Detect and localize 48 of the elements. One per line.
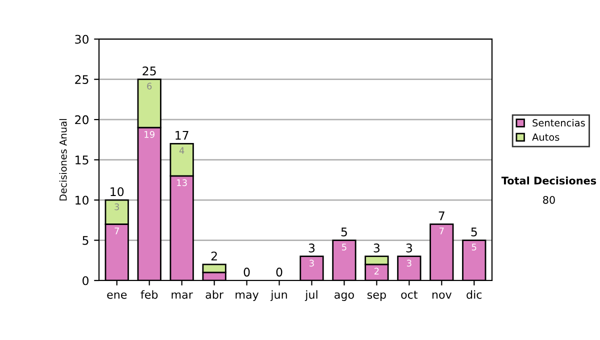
x-tick-label: abr <box>206 290 224 299</box>
data-label: 5 <box>342 244 346 250</box>
data-label: 3 <box>114 203 120 210</box>
y-tick-label: 15 <box>76 156 88 164</box>
data-label: 6 <box>147 82 152 90</box>
x-tick-label: oct <box>401 290 418 299</box>
x-tick-label: nov <box>432 292 452 299</box>
total-label: 10 <box>110 187 124 196</box>
data-label: 2 <box>374 268 379 274</box>
text: 80 <box>543 196 555 204</box>
data-label: 5 <box>472 244 476 250</box>
total-label: 0 <box>244 268 250 277</box>
legend-label: Sentencias <box>532 118 585 127</box>
data-label: 3 <box>406 260 412 267</box>
total-label: 3 <box>406 244 412 252</box>
total-label: 3 <box>308 244 315 252</box>
x-tick-label: ene <box>107 292 127 299</box>
total-label: 5 <box>341 228 347 236</box>
x-tick-label: dic <box>466 290 482 299</box>
x-tick-label: may <box>236 292 259 301</box>
x-tick-label: feb <box>140 290 158 299</box>
x-tick-label: sep <box>367 292 386 301</box>
total-label: 3 <box>374 244 380 252</box>
data-label: 13 <box>177 179 187 186</box>
text: Total Decisiones <box>501 176 596 185</box>
total-label: 2 <box>211 252 217 260</box>
y-tick-label: 10 <box>76 196 88 205</box>
y-tick-label: 5 <box>82 236 88 245</box>
legend-label: Autos <box>532 134 560 141</box>
total-label: 25 <box>142 66 156 76</box>
data-label: 4 <box>179 147 184 154</box>
y-tick-label: 30 <box>75 34 88 44</box>
y-axis-title: Decisiones Anual <box>59 119 67 200</box>
data-label: 7 <box>114 228 119 234</box>
data-label: 7 <box>440 228 444 234</box>
data-label: 3 <box>310 260 314 267</box>
y-tick-label: 25 <box>75 75 88 84</box>
y-tick-label: 20 <box>75 115 88 124</box>
x-tick-label: jun <box>270 290 287 301</box>
total-label: 7 <box>438 212 444 220</box>
total-label: 0 <box>276 268 282 277</box>
data-label: 19 <box>144 130 154 138</box>
total-label: 17 <box>176 131 188 140</box>
total-label: 5 <box>471 228 477 236</box>
x-tick-label: ago <box>334 292 354 301</box>
y-tick-label: 0 <box>82 276 88 286</box>
x-tick-label: jul <box>304 290 318 301</box>
x-tick-label: mar <box>172 292 193 299</box>
